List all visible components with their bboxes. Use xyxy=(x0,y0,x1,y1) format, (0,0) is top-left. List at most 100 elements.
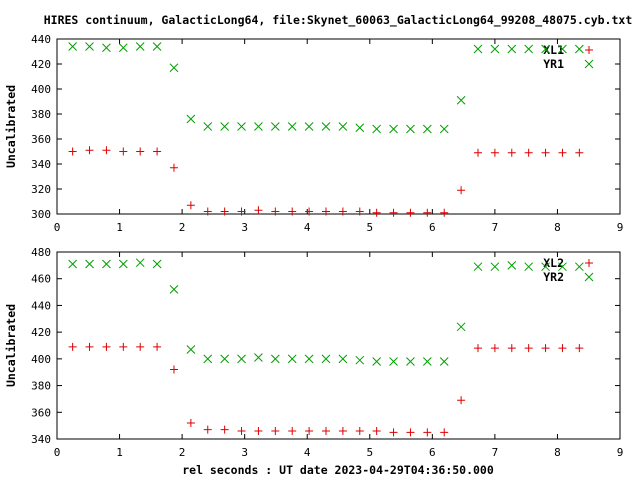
data-point xyxy=(406,124,415,134)
data-point xyxy=(220,122,230,131)
data-point xyxy=(153,342,162,351)
data-point xyxy=(152,259,162,269)
series-XL2 xyxy=(68,342,584,437)
data-point xyxy=(136,342,145,351)
data-point xyxy=(575,344,584,353)
data-point xyxy=(406,208,415,217)
x-tick-label: 9 xyxy=(617,221,624,234)
data-point xyxy=(372,208,381,217)
data-point xyxy=(118,43,128,53)
x-tick-label: 0 xyxy=(54,446,61,459)
data-point xyxy=(186,114,196,124)
data-point xyxy=(372,124,382,134)
x-tick-label: 8 xyxy=(554,221,561,234)
data-point xyxy=(119,342,128,351)
y-tick-label: 360 xyxy=(31,133,51,146)
data-point xyxy=(338,426,347,435)
data-point xyxy=(440,428,449,437)
data-point xyxy=(68,42,77,51)
data-point xyxy=(271,207,280,216)
data-point xyxy=(490,344,499,353)
data-point xyxy=(490,44,500,54)
data-point xyxy=(541,344,550,353)
data-point xyxy=(355,123,365,133)
data-point xyxy=(118,259,128,269)
data-point xyxy=(372,357,382,366)
x-tick-label: 7 xyxy=(492,221,499,234)
data-point xyxy=(186,201,195,210)
data-point xyxy=(85,146,94,155)
data-point xyxy=(237,207,246,216)
data-point xyxy=(152,42,162,51)
panels: 0 1 2 3 4 5 6 7 8 9300320340360380400420440Uncali… xyxy=(4,33,623,459)
series-XL1 xyxy=(68,146,584,217)
plot-frame xyxy=(56,251,621,440)
data-point xyxy=(68,259,77,269)
data-point xyxy=(68,342,77,351)
data-point xyxy=(169,63,179,73)
data-point xyxy=(372,426,381,435)
x-tick-label: 6 xyxy=(429,446,436,459)
y-tick-label: 420 xyxy=(31,326,51,339)
data-point xyxy=(473,262,483,272)
y-tick-label: 440 xyxy=(31,33,51,46)
legend-marker xyxy=(584,59,594,69)
y-tick-label: 320 xyxy=(31,183,51,196)
data-point xyxy=(456,322,466,332)
data-point xyxy=(406,357,415,366)
data-point xyxy=(473,344,482,353)
panel-1: 0 1 2 3 4 5 6 7 8 9 300 320 340 360 380 400 420 440 Uncali… xyxy=(4,33,623,234)
data-point xyxy=(288,426,297,435)
data-point xyxy=(321,426,330,435)
data-point xyxy=(524,44,534,54)
y-axis-label: Uncalibrated xyxy=(4,85,18,168)
data-point xyxy=(186,418,195,427)
data-point xyxy=(203,354,213,364)
x-tick-label: 3 xyxy=(241,446,248,459)
x-tick-label: 2 xyxy=(179,446,186,459)
y-tick-label: 380 xyxy=(31,108,51,121)
data-point xyxy=(574,262,584,272)
data-point xyxy=(203,207,212,216)
legend-label: YR1 xyxy=(543,57,564,71)
data-point xyxy=(473,148,482,157)
y-tick-label: 300 xyxy=(31,208,51,221)
data-point xyxy=(288,207,297,216)
y-tick-label: 420 xyxy=(31,58,51,71)
data-point xyxy=(119,147,128,156)
x-tick-label: 7 xyxy=(492,446,499,459)
y-tick-label: 340 xyxy=(31,158,51,171)
data-point xyxy=(304,354,314,364)
data-point xyxy=(135,258,145,268)
data-point xyxy=(541,44,550,54)
data-point xyxy=(68,147,77,156)
panel-2: 0 1 2 3 4 5 6 7 8 9 340 360 380 400 420 440 460 480 Uncali… xyxy=(4,246,623,459)
data-point xyxy=(423,208,432,217)
data-point xyxy=(490,262,500,272)
data-point xyxy=(254,353,263,362)
data-point xyxy=(237,122,246,131)
data-point xyxy=(153,147,162,156)
y-tick-label: 440 xyxy=(31,299,51,312)
data-point xyxy=(541,148,550,157)
data-point xyxy=(439,124,449,134)
data-point xyxy=(254,122,263,131)
data-point xyxy=(254,206,263,215)
data-point xyxy=(135,42,145,51)
x-tick-label: 2 xyxy=(179,221,186,234)
x-tick-label: 5 xyxy=(366,446,373,459)
data-point xyxy=(305,426,314,435)
data-point xyxy=(507,44,517,54)
data-point xyxy=(287,354,297,364)
data-point xyxy=(220,207,229,216)
data-point xyxy=(490,148,499,157)
data-point xyxy=(574,44,584,54)
data-point xyxy=(85,342,94,351)
series-YR2 xyxy=(68,258,584,366)
x-tick-label: 6 xyxy=(429,221,436,234)
data-point xyxy=(507,344,516,353)
data-point xyxy=(440,208,449,217)
x-tick-label: 1 xyxy=(116,221,123,234)
y-tick-label: 400 xyxy=(31,83,51,96)
data-point xyxy=(102,146,111,155)
